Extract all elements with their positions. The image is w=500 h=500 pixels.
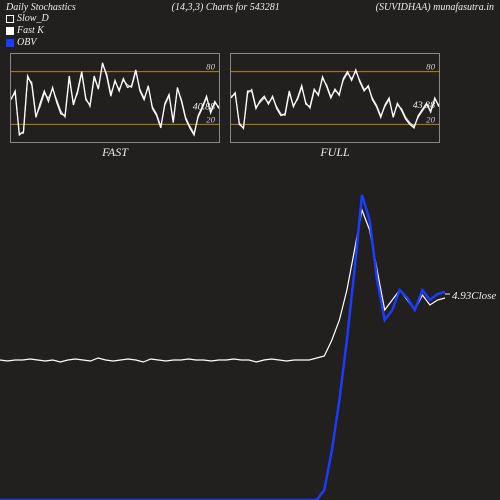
close-annotation: 4.93Close [452, 290, 496, 302]
legend: Slow_DFast KOBV [0, 13, 500, 51]
svg-text:40.88: 40.88 [193, 102, 215, 113]
svg-text:43.38: 43.38 [413, 100, 435, 111]
legend-swatch [6, 39, 14, 47]
legend-row: Fast K [6, 25, 494, 37]
big-chart: 4.93Close [0, 170, 500, 500]
legend-row: Slow_D [6, 13, 494, 25]
svg-text:80: 80 [426, 62, 435, 72]
svg-text:20: 20 [426, 114, 435, 124]
svg-text:80: 80 [206, 62, 215, 72]
legend-label: OBV [17, 37, 36, 49]
mini-chart-fast: 20 80 40.88 [10, 53, 220, 143]
header-right: (SUVIDHAA) munafasutra.in [376, 2, 494, 13]
header-center: (14,3,3) Charts for 543281 [172, 2, 280, 13]
legend-label: Slow_D [17, 13, 49, 25]
header-left: Daily Stochastics [6, 2, 76, 13]
legend-label: Fast K [17, 25, 44, 37]
legend-swatch [6, 15, 14, 23]
mini-chart-full: 20 80 43.38 [230, 53, 440, 143]
mini-label-full: FULL [320, 145, 349, 160]
svg-text:20: 20 [206, 114, 215, 124]
legend-row: OBV [6, 37, 494, 49]
mini-label-fast: FAST [102, 145, 128, 160]
legend-swatch [6, 27, 14, 35]
